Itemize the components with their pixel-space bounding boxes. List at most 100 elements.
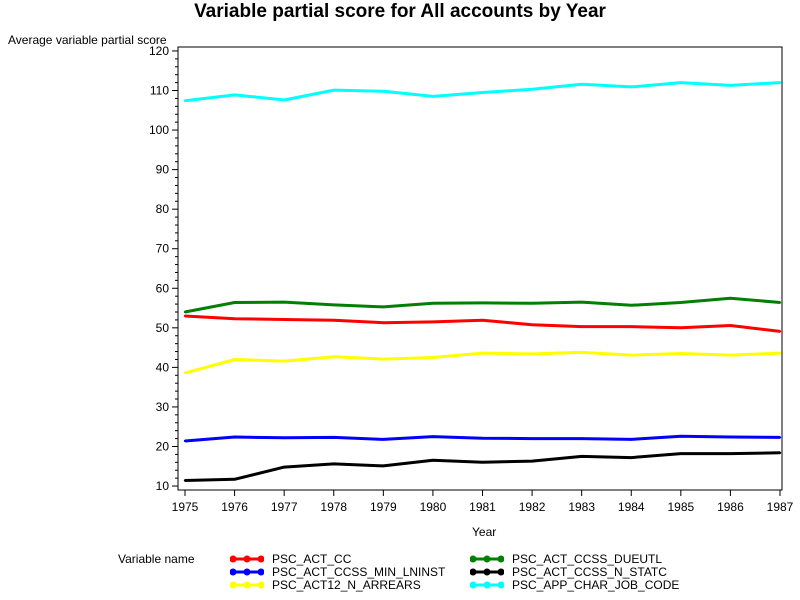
- data-point: [382, 305, 385, 309]
- legend-item: PSC_ACT_CC: [230, 552, 351, 566]
- data-point: [332, 319, 335, 322]
- data-point: [481, 319, 484, 322]
- data-point: [729, 452, 732, 455]
- x-tick-label: 1986: [717, 500, 744, 514]
- x-tick-label: 1975: [172, 500, 199, 514]
- data-point: [332, 88, 335, 92]
- data-point: [332, 303, 335, 307]
- data-point: [630, 304, 633, 307]
- y-tick-label: 120: [149, 44, 169, 58]
- series-line-psc-act-cc: [184, 314, 781, 333]
- data-point: [183, 314, 187, 318]
- data-point: [630, 85, 633, 89]
- data-point: [282, 318, 286, 321]
- legend-label: PSC_APP_CHAR_JOB_CODE: [512, 578, 680, 592]
- legend-label: PSC_ACT_CCSS_MIN_LNINST: [272, 565, 446, 579]
- data-point: [183, 371, 187, 375]
- data-point: [282, 359, 286, 363]
- data-point: [729, 353, 732, 357]
- plot-frame: [177, 46, 783, 491]
- series-line-psc-act12-n-arrears: [184, 350, 781, 375]
- data-point: [778, 81, 782, 84]
- data-point: [431, 459, 435, 462]
- legend-swatch-icon: [230, 581, 264, 589]
- data-point: [382, 464, 385, 468]
- series-line-psc-act-ccss-n-statc: [184, 451, 781, 482]
- legend-label: PSC_ACT_CCSS_DUEUTL: [512, 552, 663, 566]
- data-point: [630, 438, 633, 441]
- data-point: [729, 296, 732, 300]
- data-point: [332, 462, 335, 466]
- legend-item: PSC_ACT_CCSS_DUEUTL: [470, 552, 662, 566]
- data-point: [630, 456, 633, 459]
- data-point: [382, 357, 385, 361]
- data-point: [431, 302, 435, 305]
- data-point: [778, 436, 782, 439]
- series-group: [183, 81, 782, 482]
- x-axis-label: Year: [472, 525, 497, 539]
- data-point: [530, 459, 534, 463]
- y-tick-label: 90: [156, 163, 170, 177]
- data-point: [431, 356, 435, 359]
- legend-label: PSC_ACT_CC: [272, 552, 352, 566]
- x-tick-label: 1985: [667, 500, 694, 514]
- y-tick-label: 110: [150, 84, 169, 98]
- data-point: [530, 323, 534, 326]
- y-tick-label: 10: [156, 479, 170, 493]
- y-tick-label: 30: [156, 400, 170, 414]
- y-tick-label: 60: [156, 281, 170, 295]
- data-point: [282, 465, 286, 469]
- y-tick-label: 70: [156, 242, 170, 256]
- x-tick-label: 1978: [320, 500, 347, 514]
- data-point: [679, 81, 683, 84]
- y-tick-label: 40: [156, 360, 170, 374]
- data-point: [679, 326, 683, 330]
- data-point: [580, 437, 583, 440]
- data-point: [233, 317, 236, 320]
- x-tick-label: 1976: [221, 500, 248, 514]
- x-tick-label: 1981: [469, 500, 496, 514]
- legend-swatch-icon: [230, 568, 264, 576]
- data-point: [778, 351, 782, 355]
- data-point: [580, 455, 583, 458]
- data-point: [679, 301, 683, 304]
- chart-title: Variable partial score for All accounts …: [194, 1, 606, 22]
- data-point: [778, 330, 782, 333]
- data-point: [233, 435, 236, 439]
- data-point: [530, 302, 534, 305]
- legend-item: PSC_ACT_CCSS_N_STATC: [470, 565, 667, 579]
- data-point: [233, 478, 236, 481]
- data-point: [382, 438, 385, 441]
- x-tick-label: 1984: [618, 500, 645, 514]
- data-point: [431, 435, 435, 438]
- y-tick-label: 80: [156, 202, 170, 216]
- legend-item: PSC_ACT12_N_ARREARS: [230, 578, 421, 592]
- data-point: [481, 91, 484, 94]
- data-point: [233, 301, 236, 304]
- legend-title: Variable name: [118, 552, 195, 566]
- x-axis: 1975 1976 1977 1978 1979 1980 1981 1982 1983 1984…: [172, 490, 794, 514]
- legend-swatch-icon: [470, 555, 504, 563]
- data-point: [630, 353, 633, 357]
- x-tick-label: 1977: [271, 500, 298, 514]
- data-point: [233, 93, 236, 97]
- x-tick-label: 1983: [568, 500, 595, 514]
- data-point: [332, 436, 335, 439]
- data-point: [183, 310, 187, 314]
- legend-item: PSC_APP_CHAR_JOB_CODE: [470, 578, 679, 592]
- data-point: [481, 301, 484, 305]
- data-point: [183, 439, 187, 443]
- legend-label: PSC_ACT_CCSS_N_STATC: [512, 565, 667, 579]
- data-point: [679, 452, 683, 455]
- data-point: [183, 479, 187, 482]
- data-point: [382, 90, 385, 93]
- x-tick-label: 1982: [519, 500, 546, 514]
- data-point: [778, 451, 782, 455]
- data-point: [778, 301, 782, 304]
- legend-item: PSC_ACT_CCSS_MIN_LNINST: [230, 565, 445, 579]
- data-point: [580, 300, 583, 304]
- data-point: [282, 436, 286, 439]
- data-point: [729, 324, 732, 327]
- data-point: [332, 355, 335, 358]
